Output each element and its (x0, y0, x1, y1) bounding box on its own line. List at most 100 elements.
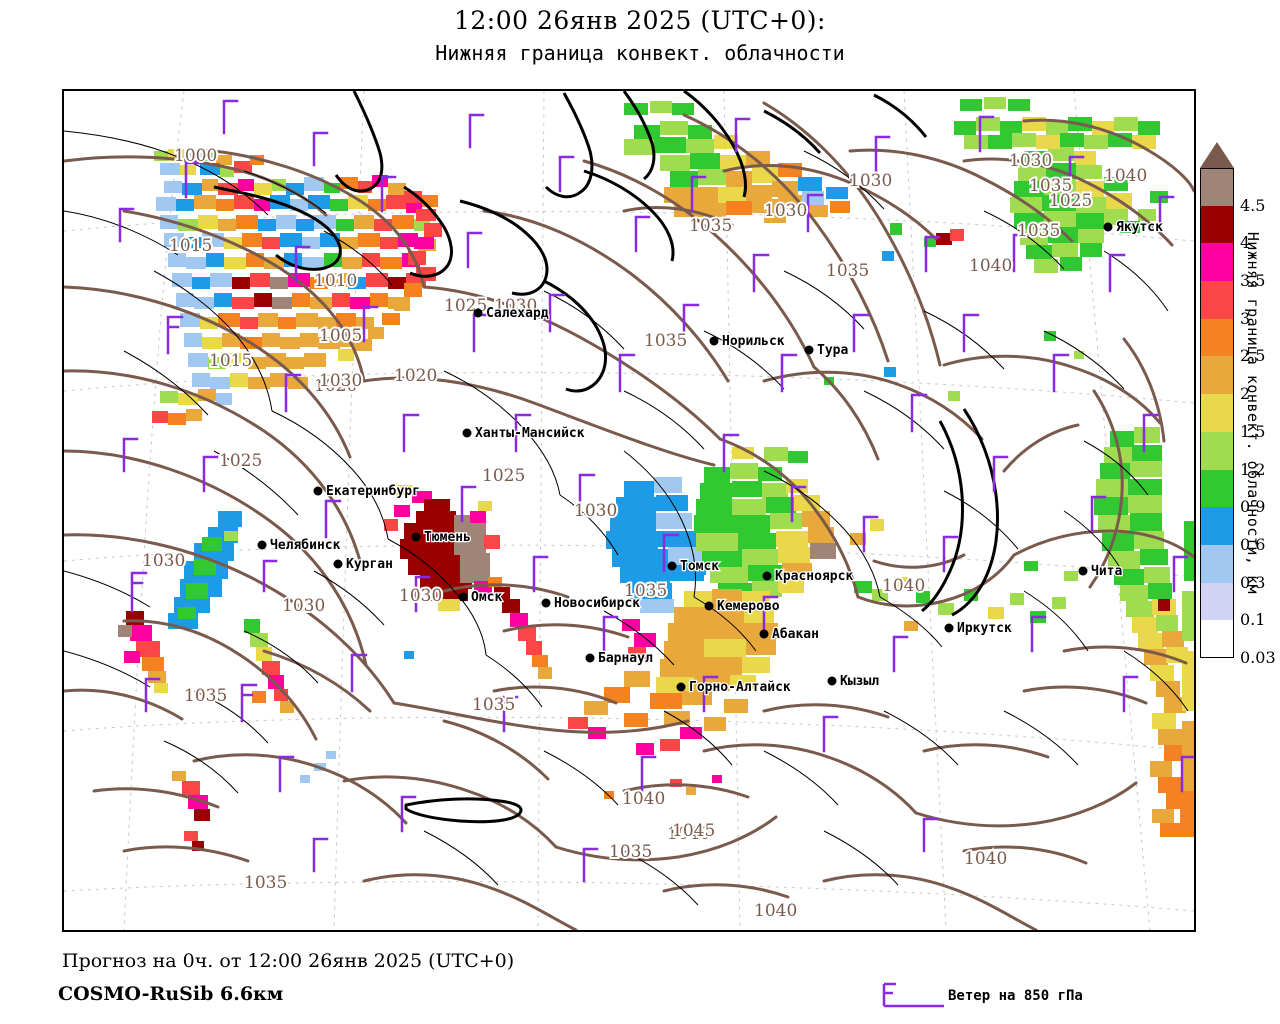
city-marker[interactable]: Абакан (759, 626, 820, 643)
city-dot-icon (333, 559, 343, 569)
isobar-label: 1045 (672, 821, 715, 841)
city-dot-icon (709, 336, 719, 346)
city-dot-icon (944, 623, 954, 633)
colorbar-tick-4.5: 4.5 (1240, 195, 1266, 215)
isobar-label: 1030 (764, 201, 807, 221)
city-dot-icon (804, 345, 814, 355)
colorbar-band-0.3 (1200, 544, 1234, 583)
isobar-label: 1035 (1029, 176, 1072, 196)
city-marker[interactable]: Иркутск (944, 620, 1013, 637)
city-label: Курган (346, 557, 393, 572)
colorbar-band-2.5 (1200, 318, 1234, 357)
wind-barb-icon (882, 982, 944, 1008)
wind-barbs-850hpa (118, 99, 1194, 883)
city-label: Тюмень (424, 530, 471, 545)
city-marker[interactable]: Барнаул (585, 650, 654, 667)
city-dot-icon (458, 592, 468, 602)
lake-baikal (921, 408, 999, 617)
city-marker[interactable]: Якутск (1103, 219, 1164, 236)
city-marker[interactable]: Екатеринбург (313, 483, 421, 500)
convective-cloud-base-field (118, 97, 1194, 851)
isobar-label: 1020 (314, 376, 357, 396)
forecast-info: Прогноз на 0ч. от 12:00 26янв 2025 (UTC+… (62, 950, 515, 972)
graticule (64, 91, 1194, 930)
city-label: Екатеринбург (326, 484, 420, 499)
city-marker[interactable]: Тюмень (411, 529, 472, 546)
city-marker[interactable]: Ханты-Мансийск (462, 425, 586, 442)
colorbar-band-0.03 (1200, 620, 1234, 658)
precip-cluster-southwest (118, 611, 210, 821)
page-title: 12:00 26янв 2025 (UTC+0): (454, 6, 826, 35)
colorbar-tick-4: 4 (1240, 233, 1251, 253)
map-frame[interactable]: 1000 1005 1010 1015 1015 1020 1020 1025 1025 1025… (62, 89, 1196, 932)
city-marker[interactable]: Кызыл (827, 673, 881, 690)
isobar-label: 1040 (882, 576, 925, 596)
isobar-label: 1035 (609, 842, 652, 862)
city-dot-icon (257, 540, 267, 550)
isobar-labels: 1000 1005 1010 1015 1015 1020 1020 1025 1025 1025… (140, 144, 1149, 923)
city-label: Иркутск (957, 621, 1012, 636)
isobar-label: 1040 (622, 789, 665, 809)
map-canvas[interactable]: 1000 1005 1010 1015 1015 1020 1020 1025 1025 1025… (64, 91, 1194, 930)
city-label: Красноярск (775, 569, 853, 584)
wind-legend: Ветер на 850 гПа (876, 980, 1206, 1012)
city-dot-icon (762, 571, 772, 581)
isobar-label: 1030 (494, 296, 537, 316)
isobar-label: 1040 (964, 849, 1007, 869)
isobar-label: 1035 (184, 686, 227, 706)
colorbar[interactable]: 4.5 4 3.5 3 2.5 2 1.5 1.2 0.9 0.6 0.3 0.1 0.03 (1200, 142, 1276, 684)
city-marker[interactable]: Новосибирск (541, 595, 642, 612)
city-dot-icon (1078, 566, 1088, 576)
colorbar-tick-1.2: 1.2 (1240, 459, 1266, 479)
isobar-label: 1030 (282, 596, 325, 616)
city-label: Якутск (1116, 220, 1163, 235)
precip-cluster-altai (244, 619, 294, 713)
city-marker[interactable]: Томск (667, 558, 721, 575)
colorbar-tick-2: 2 (1240, 384, 1251, 404)
city-marker[interactable]: Горно-Алтайск (676, 679, 792, 696)
colorbar-tick-2.5: 2.5 (1240, 346, 1266, 366)
city-marker[interactable]: Кемерово (704, 598, 781, 615)
city-label: Челябинск (270, 538, 341, 553)
city-marker[interactable]: Тура (804, 342, 850, 359)
city-marker[interactable]: Норильск (709, 333, 786, 350)
city-label: Томск (680, 559, 719, 574)
colorbar-arrow-bottom-icon (1200, 658, 1234, 684)
colorbar-band-0.6 (1200, 507, 1234, 545)
isobar-label: 1025 (1049, 191, 1092, 211)
isobar-label: 1015 (209, 351, 252, 371)
model-info: COSMO-RuSib 6.6км (58, 983, 284, 1005)
isobar-label: 1030 (574, 501, 617, 521)
city-marker[interactable]: Чита (1078, 563, 1124, 580)
admin-borders (64, 130, 1189, 906)
colorbar-tick-0.1: 0.1 (1240, 610, 1266, 630)
city-label: Горно-Алтайск (689, 680, 791, 695)
isobar-label: 1035 (689, 216, 732, 236)
city-marker[interactable]: Курган (333, 556, 394, 573)
colorbar-tick-3.5: 3.5 (1240, 271, 1266, 291)
city-dot-icon (313, 486, 323, 496)
city-label: Абакан (772, 627, 819, 642)
colorbar-band-0.1 (1200, 582, 1234, 621)
precip-cluster-taimyr (624, 97, 1160, 261)
city-label: Тура (817, 343, 848, 358)
city-marker[interactable]: Красноярск (762, 568, 855, 585)
city-marker[interactable]: Омск (458, 589, 504, 606)
city-dot-icon (759, 629, 769, 639)
city-dot-icon (473, 308, 483, 318)
isobar-label: 1020 (394, 366, 437, 386)
precip-cluster-tyumen (384, 485, 500, 611)
isobar-label: 1040 (667, 824, 710, 844)
isobar-label: 1040 (969, 256, 1012, 276)
city-dot-icon (411, 532, 421, 542)
city-dot-icon (667, 561, 677, 571)
city-marker[interactable]: Челябинск (257, 537, 342, 554)
city-label: Кызыл (840, 674, 879, 689)
colorbar-band-3.5 (1200, 243, 1234, 282)
precip-cluster-transbaikal (1094, 427, 1194, 837)
precip-cluster-chelyabinsk (168, 511, 242, 629)
colorbar-band-4 (1200, 205, 1234, 244)
coastlines (213, 91, 928, 393)
colorbar-band-0.9 (1200, 469, 1234, 508)
city-marker[interactable]: Салехард (473, 305, 550, 322)
